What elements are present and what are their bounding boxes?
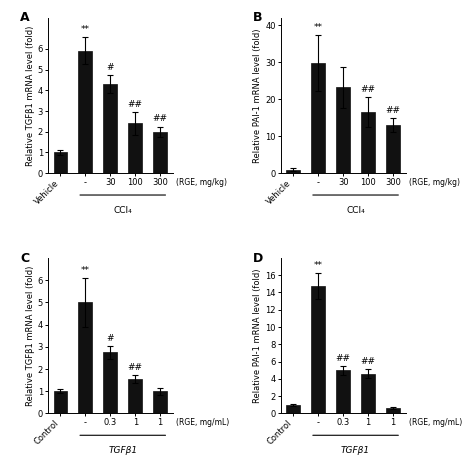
Bar	[153, 132, 167, 173]
Bar	[286, 405, 300, 414]
Text: **: **	[314, 261, 323, 271]
Text: (RGE, mg/mL): (RGE, mg/mL)	[409, 418, 462, 427]
Bar	[311, 63, 325, 173]
Text: ##: ##	[336, 354, 351, 363]
Bar	[128, 124, 142, 173]
Text: TGFβ1: TGFβ1	[341, 446, 370, 455]
Text: **: **	[81, 25, 90, 34]
Text: C: C	[20, 252, 29, 265]
Text: **: **	[314, 23, 323, 32]
Bar	[311, 286, 325, 414]
Text: ##: ##	[128, 100, 143, 109]
Bar	[54, 153, 67, 173]
Bar	[103, 84, 117, 173]
Bar	[79, 302, 92, 414]
Text: #: #	[107, 63, 114, 72]
Text: ##: ##	[128, 363, 143, 372]
Text: CCl₄: CCl₄	[346, 206, 365, 215]
Text: ##: ##	[361, 85, 375, 94]
Text: #: #	[107, 334, 114, 343]
Text: (RGE, mg/mL): (RGE, mg/mL)	[176, 418, 229, 427]
Text: ##: ##	[153, 115, 168, 124]
Bar	[386, 408, 400, 414]
Text: TGFβ1: TGFβ1	[108, 446, 137, 455]
Bar	[336, 370, 350, 414]
Bar	[286, 169, 300, 173]
Y-axis label: Relative PAI-1 mRNA level (fold): Relative PAI-1 mRNA level (fold)	[254, 28, 263, 163]
Bar	[361, 112, 375, 173]
Text: D: D	[253, 252, 264, 265]
Text: ##: ##	[385, 106, 401, 115]
Text: CCl₄: CCl₄	[113, 206, 132, 215]
Text: ##: ##	[361, 357, 375, 366]
Y-axis label: Relative TGFβ1 mRNA level (fold): Relative TGFβ1 mRNA level (fold)	[26, 265, 35, 406]
Bar	[128, 379, 142, 414]
Bar	[54, 391, 67, 414]
Text: A: A	[20, 11, 30, 24]
Text: (RGE, mg/kg): (RGE, mg/kg)	[176, 178, 227, 187]
Bar	[79, 51, 92, 173]
Bar	[386, 125, 400, 173]
Bar	[153, 391, 167, 414]
Bar	[103, 352, 117, 414]
Bar	[361, 374, 375, 414]
Text: (RGE, mg/kg): (RGE, mg/kg)	[409, 178, 460, 187]
Text: **: **	[81, 266, 90, 275]
Y-axis label: Relative PAI-1 mRNA level (fold): Relative PAI-1 mRNA level (fold)	[254, 269, 263, 403]
Text: B: B	[253, 11, 263, 24]
Y-axis label: Relative TGFβ1 mRNA level (fold): Relative TGFβ1 mRNA level (fold)	[26, 25, 35, 166]
Bar	[336, 88, 350, 173]
